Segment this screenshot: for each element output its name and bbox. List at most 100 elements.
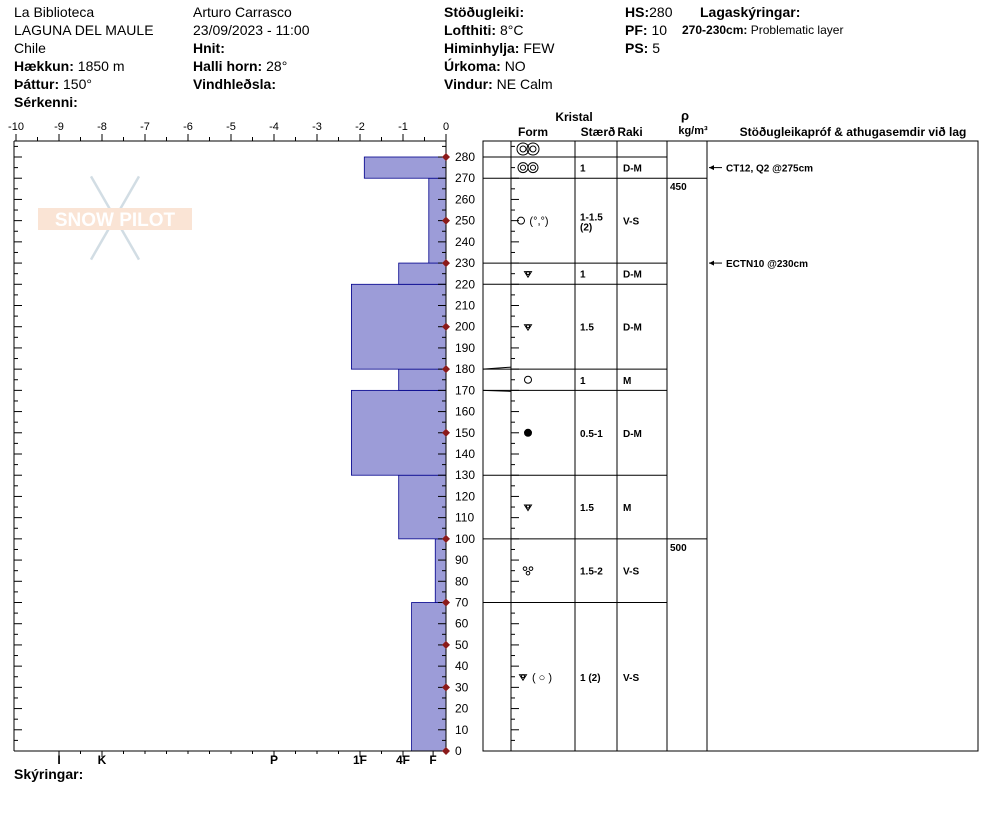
- layer-size: 1-1.5: [580, 213, 603, 224]
- pf: PF: 10: [625, 22, 668, 38]
- hardness-label: K: [98, 753, 107, 767]
- melt-clusters-icon: [522, 566, 534, 576]
- depth-label: 120: [455, 489, 475, 503]
- header-col-4: HS:280 PF: 10 PS: 5: [625, 3, 672, 57]
- depth-label: 180: [455, 362, 475, 376]
- rounded-icon: [524, 375, 532, 384]
- precip: Úrkoma: NO: [444, 58, 526, 74]
- depth-label: 250: [455, 214, 475, 228]
- layer-size: 1.5: [580, 503, 594, 514]
- elevation: Hækkun: 1850 m: [14, 58, 125, 74]
- depth-marker: [442, 153, 450, 161]
- snowflake-arm: [113, 217, 141, 261]
- logo-text: SNOW PILOT: [55, 210, 176, 231]
- observer: Arturo Carrasco: [193, 4, 292, 20]
- depth-marker: [442, 216, 450, 225]
- layer-size: 1: [580, 164, 586, 175]
- hardness-bar: [398, 368, 447, 391]
- hardness-label: I: [57, 753, 60, 767]
- x-tick-label: 0: [443, 121, 449, 133]
- faceted-rounded-icon: [523, 504, 533, 512]
- layer-moisture: V-S: [623, 673, 639, 684]
- x-tick-label: -10: [8, 121, 24, 133]
- layer-notes: Lagaskýringar: 270-230cm: Problematic la…: [682, 3, 843, 39]
- depth-label: 50: [455, 638, 469, 652]
- layer-moisture: D-M: [623, 323, 642, 334]
- grain-stroke: [524, 428, 532, 437]
- col-crystal: Kristal: [555, 110, 592, 124]
- grain-stroke: [526, 324, 530, 329]
- depth-label: 110: [455, 511, 474, 525]
- grain-stroke: [526, 271, 530, 276]
- header-col-1: La Biblioteca LAGUNA DEL MAULE Chile Hæk…: [14, 3, 154, 111]
- col-tests: Stöðugleikapróf & athugasemdir við lag: [740, 125, 967, 139]
- depth-marker: [442, 747, 450, 755]
- country: Chile: [14, 40, 46, 56]
- grain-stroke: [520, 164, 526, 171]
- area: LAGUNA DEL MAULE: [14, 22, 154, 38]
- grain-stroke: [526, 504, 530, 509]
- x-tick-label: -4: [269, 121, 279, 133]
- grain-stroke: [528, 566, 534, 571]
- depth-label: 70: [455, 596, 469, 610]
- test-result: CT12, Q2 @275cm: [726, 164, 813, 175]
- x-tick-label: -6: [183, 121, 193, 133]
- depth-label: 0: [455, 744, 462, 758]
- grain-stroke: [525, 570, 531, 576]
- depth-label: 190: [455, 341, 475, 355]
- depth-marker: [442, 428, 450, 437]
- grain-stroke: [527, 162, 539, 174]
- depth-label: 80: [455, 574, 469, 588]
- coords: Hnit:: [193, 40, 225, 56]
- depth-label: 60: [455, 617, 469, 631]
- depth-label: 140: [455, 447, 475, 461]
- ps: PS: 5: [625, 40, 661, 56]
- grain-stroke: ( ○ ): [532, 672, 552, 684]
- x-tick-label: -7: [140, 121, 150, 133]
- aspect: Þáttur: 150°: [14, 76, 92, 92]
- density-value: 450: [670, 182, 687, 193]
- depth-label: 220: [455, 277, 475, 291]
- hardness-bar: [363, 156, 447, 179]
- hardness-label: F: [429, 753, 436, 767]
- melt-forms-double-icon: [517, 162, 539, 174]
- col-size: Stærð: [581, 125, 616, 139]
- depth-marker: [442, 640, 450, 649]
- grain-stroke: [521, 674, 525, 679]
- depth-label: 240: [455, 235, 475, 249]
- layer-size: 1: [580, 270, 586, 281]
- header-col-2: Arturo Carrasco 23/09/2023 - 11:00 Hnit:…: [193, 3, 310, 93]
- hardness-bar: [398, 474, 447, 540]
- col-density-symbol: ρ: [681, 108, 689, 123]
- grain-stroke: [524, 375, 532, 384]
- snowflake-arm: [89, 175, 117, 219]
- grain-stroke: [529, 145, 537, 153]
- x-tick-label: -9: [54, 121, 64, 133]
- hardness-label: 4F: [396, 753, 410, 767]
- grain-stroke: [519, 145, 527, 153]
- grain-stroke: [526, 142, 540, 156]
- depth-label: 130: [455, 468, 475, 482]
- layer-table-frame: [482, 140, 979, 752]
- header-col-3: Stöðugleiki: Lofthiti: 8°C Himinhylja: F…: [444, 3, 554, 93]
- x-tick-label: -5: [226, 121, 236, 133]
- depth-marker: [442, 683, 450, 692]
- depth-label: 30: [455, 680, 469, 694]
- faceted-rounded-with-rounded-icon: ( ○ ): [518, 672, 552, 684]
- stability: Stöðugleiki:: [444, 4, 525, 20]
- snowflake-arm: [113, 175, 141, 219]
- location: La Biblioteca: [14, 4, 95, 20]
- hardness-bar: [398, 262, 447, 285]
- layer-connector: [482, 366, 512, 370]
- depth-label: 210: [455, 299, 475, 313]
- depth-label: 10: [455, 723, 469, 737]
- density-value: 500: [670, 543, 687, 554]
- snowflake-arm: [89, 217, 117, 261]
- datetime: 23/09/2023 - 11:00: [193, 22, 310, 38]
- x-tick-label: -2: [355, 121, 365, 133]
- surface-hoar-double-icon: [516, 142, 540, 156]
- test-arrow-icon: [709, 165, 714, 171]
- col-moisture: Raki: [617, 125, 642, 139]
- grain-stroke: [522, 566, 528, 571]
- layer-moisture: M: [623, 376, 631, 387]
